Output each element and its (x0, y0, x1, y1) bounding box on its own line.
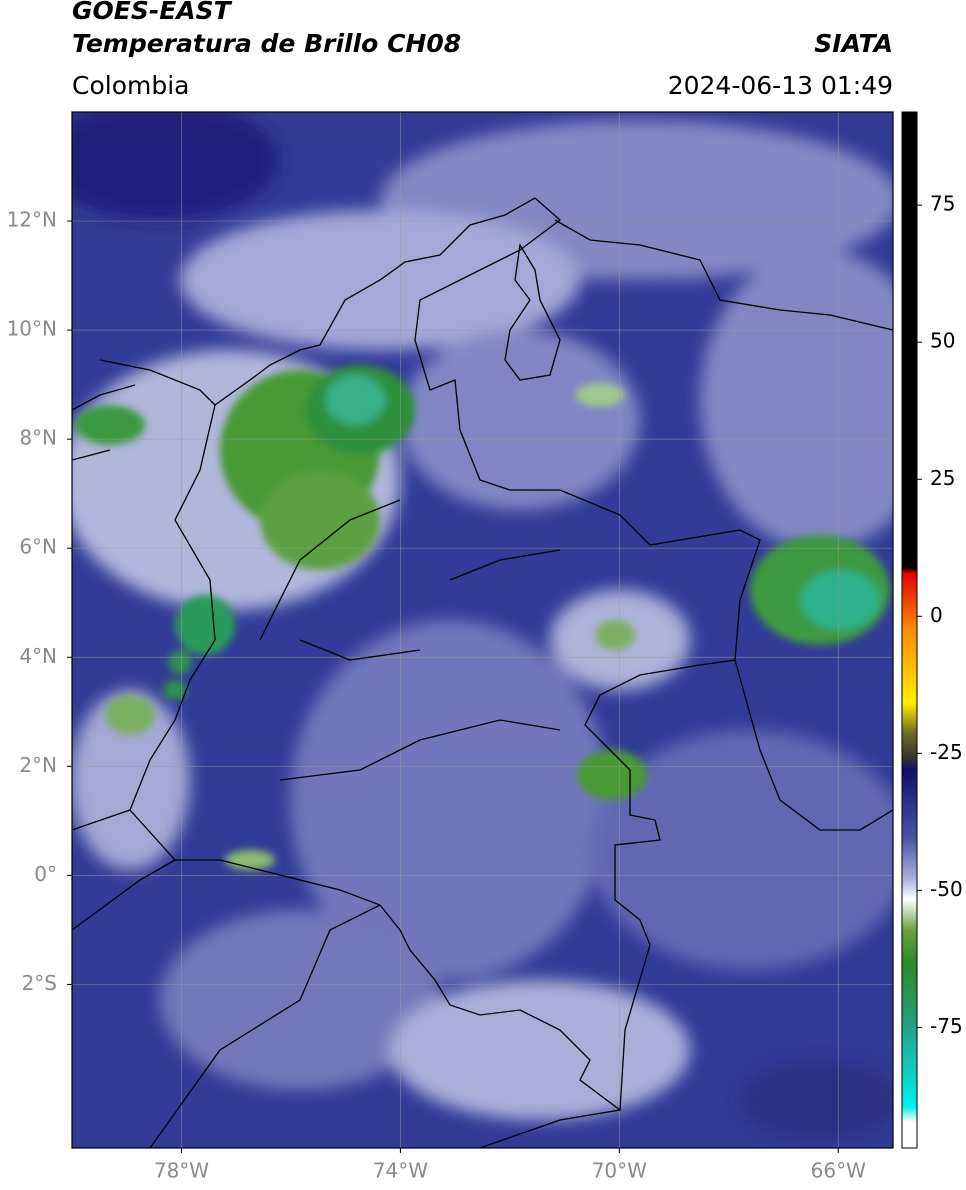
region: Colombia (72, 71, 189, 100)
colorbar-tick-label: 25 (930, 466, 955, 490)
colorbar-tick-label: -25 (930, 740, 963, 764)
x-tick-label: 70°W (592, 1159, 647, 1183)
y-tick-label: 2°S (22, 971, 57, 995)
colorbar-tick-label: -75 (930, 1014, 963, 1038)
timestamp: 2024-06-13 01:49 (668, 71, 893, 100)
satellite-image (72, 112, 893, 1148)
x-tick-label: 66°W (811, 1159, 866, 1183)
map-frame (71, 111, 894, 1149)
x-tick-label: 78°W (154, 1159, 209, 1183)
subtitle: Temperatura de Brillo CH08 (72, 29, 461, 58)
agency: SIATA (814, 29, 893, 58)
y-tick-label: 10°N (7, 317, 57, 341)
y-tick-label: 0° (34, 862, 57, 886)
x-tick-label: 74°W (373, 1159, 428, 1183)
y-tick-label: 4°N (19, 644, 57, 668)
colorbar (901, 111, 918, 1149)
borders (72, 197, 893, 1148)
y-tick-label: 8°N (19, 426, 57, 450)
colorbar-tick-label: 50 (930, 329, 955, 353)
colorbar-tick-label: 0 (930, 603, 943, 627)
y-tick-label: 12°N (7, 208, 57, 232)
y-tick-label: 2°N (19, 753, 57, 777)
y-tick-label: 6°N (19, 535, 57, 559)
colorbar-tick-label: -50 (930, 877, 963, 901)
title: GOES-EAST (72, 0, 233, 25)
colorbar-tick-label: 75 (930, 192, 955, 216)
